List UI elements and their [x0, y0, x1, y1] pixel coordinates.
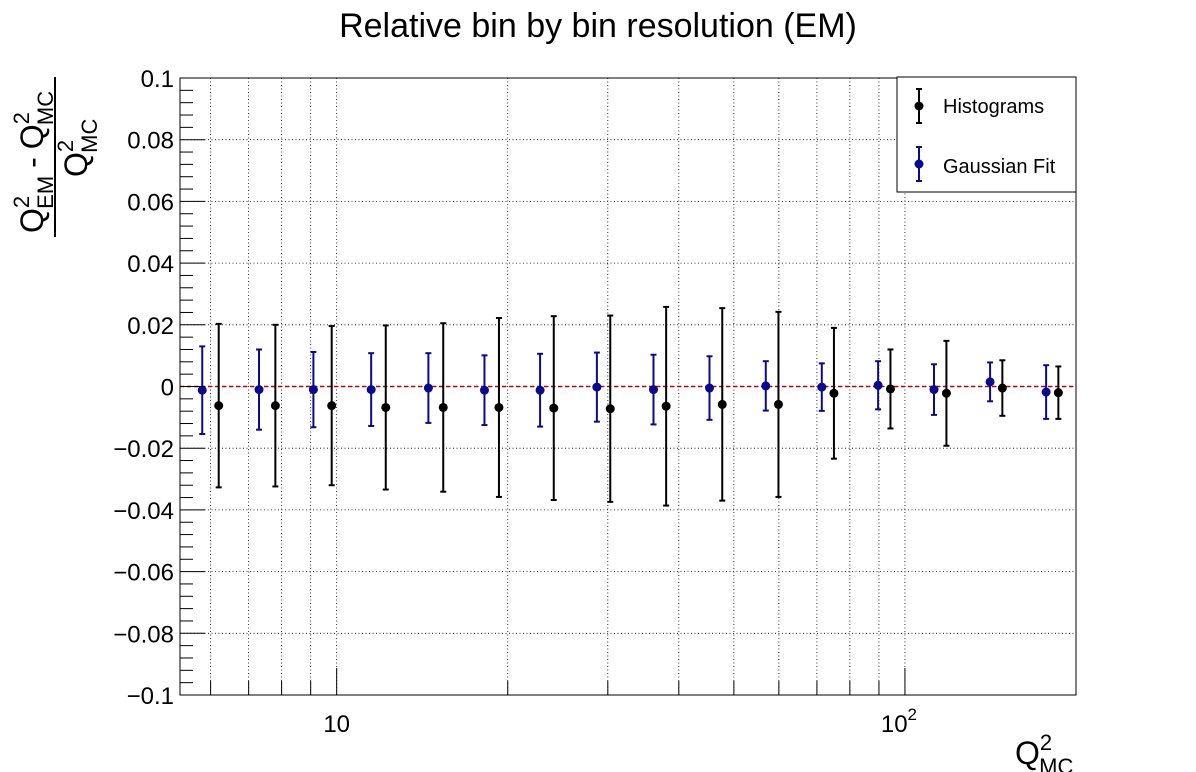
gaussian-fit-point [873, 380, 883, 390]
y-label-num-b: Q [14, 124, 50, 149]
histograms-point [941, 388, 951, 398]
gaussian-fit-point [423, 383, 433, 393]
histograms-point [494, 402, 504, 412]
x-tick-label: 102 [881, 705, 917, 738]
y-tick-label: 0.06 [127, 189, 174, 216]
y-label-num-a: Q [14, 208, 50, 233]
y-tick-label: −0.08 [113, 621, 174, 648]
gaussian-fit-point [761, 381, 771, 391]
gaussian-fit-point [817, 382, 827, 392]
y-tick-label: −0.04 [113, 498, 174, 525]
y-tick-label: 0.08 [127, 128, 174, 155]
legend-entry-histograms: Histograms [914, 88, 1044, 124]
histograms-point [1053, 388, 1063, 398]
x-axis-label-sup: 2 [1040, 730, 1052, 755]
histograms-point [717, 399, 727, 409]
gaussian-fit-point [479, 385, 489, 395]
y-label-den-sub: MC [77, 119, 102, 153]
y-label-minus: - [14, 157, 50, 168]
legend-entry-gaussian-fit: Gaussian Fit [914, 146, 1056, 182]
gaussian-fit-point [366, 385, 376, 395]
x-axis-label: Q2 MC [1015, 730, 1073, 772]
gaussian-fit-point [985, 377, 995, 387]
x-tick-label-base: 10 [881, 711, 908, 738]
gaussian-fit-point [308, 385, 318, 395]
y-label-num-b-sup: 2 [9, 112, 34, 124]
gaussian-fit-point [705, 383, 715, 393]
y-label-num-a-sub: EM [33, 176, 58, 209]
x-axis-label-sub: MC [1039, 754, 1073, 772]
histograms-point [270, 401, 280, 411]
gaussian-fit-point [254, 385, 264, 395]
histograms-point [773, 399, 783, 409]
y-label-num-a-sup: 2 [9, 196, 34, 208]
gaussian-fit-point [535, 385, 545, 395]
legend-gaussian-marker [914, 159, 924, 169]
y-tick-label: 0.02 [127, 313, 174, 340]
chart-title: Relative bin by bin resolution (EM) [339, 7, 857, 45]
y-label-den-sup: 2 [53, 140, 78, 152]
gaussian-fit-point [592, 382, 602, 392]
histograms-point [549, 403, 559, 413]
histograms-point [829, 388, 839, 398]
histograms-point [381, 402, 391, 412]
y-label-den: Q [58, 152, 94, 177]
y-axis-label-denominator: Q2MC [53, 119, 102, 177]
histograms-point [661, 401, 671, 411]
histograms-point [997, 383, 1007, 393]
y-label-num-b-sub: MC [33, 91, 58, 125]
y-tick-label: 0.1 [141, 66, 174, 93]
gaussian-fit-point [929, 385, 939, 395]
x-axis-label-main: Q [1015, 735, 1040, 771]
histograms-point [605, 404, 615, 414]
y-tick-label: −0.02 [113, 436, 174, 463]
y-tick-labels: 0.1 0.08 0.06 0.04 0.02 0 −0.02 −0.04 −0.06 −0.08… [113, 66, 174, 710]
gaussian-fit-point [197, 385, 207, 395]
y-tick-label: −0.06 [113, 560, 174, 587]
series-gaussian-fit [197, 345, 1051, 436]
series-layer [197, 305, 1063, 507]
histograms-point [885, 384, 895, 394]
histograms-point [438, 402, 448, 412]
legend: Histograms Gaussian Fit [896, 76, 1077, 193]
axis-ticks [180, 77, 1077, 696]
legend-histograms-marker [914, 101, 924, 111]
x-tick-label-exponent: 2 [908, 705, 917, 724]
y-axis-label-numerator: Q2EM-Q2MC [9, 91, 58, 233]
y-tick-label: −0.1 [127, 683, 174, 710]
histograms-point [214, 401, 224, 411]
x-tick-label: 10 [323, 711, 350, 738]
gaussian-fit-point [1041, 387, 1051, 397]
y-tick-label: 0.04 [127, 251, 174, 278]
legend-gaussian-label: Gaussian Fit [943, 156, 1056, 178]
x-tick-label-base: 10 [323, 711, 350, 738]
gaussian-fit-point [648, 385, 658, 395]
histograms-point [327, 401, 337, 411]
y-tick-label: 0 [161, 375, 174, 402]
legend-box [896, 76, 1077, 193]
x-tick-labels: 10 102 [323, 705, 917, 738]
y-axis-label: Q2EM-Q2MC Q2MC [9, 77, 102, 237]
legend-histograms-label: Histograms [943, 96, 1044, 118]
series-histograms [214, 305, 1063, 507]
